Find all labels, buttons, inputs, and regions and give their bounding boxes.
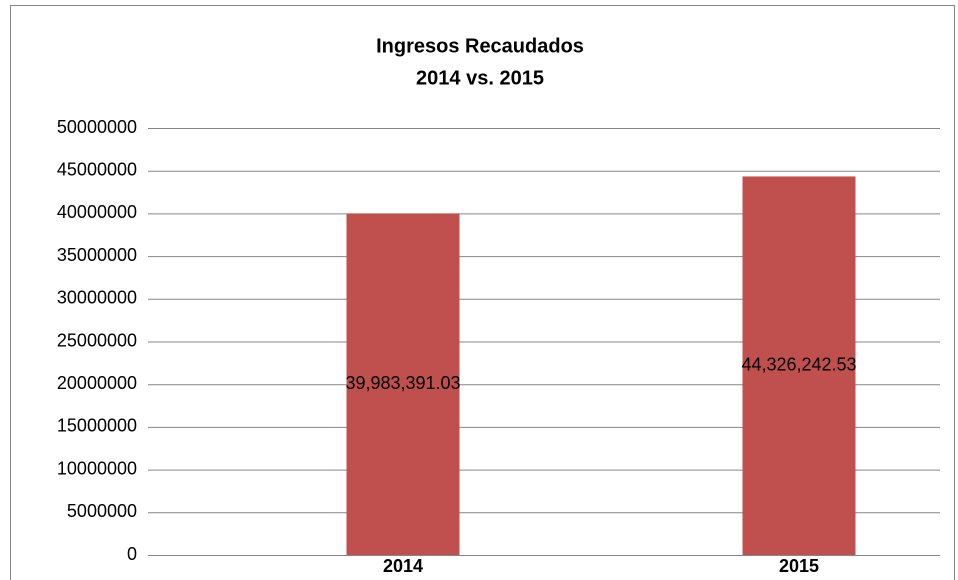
y-tick-label: 20000000 bbox=[57, 373, 137, 393]
y-tick-label: 10000000 bbox=[57, 458, 137, 478]
x-tick-label: 2014 bbox=[383, 556, 423, 576]
chart-title: Ingresos Recaudados bbox=[376, 35, 584, 57]
y-tick-label: 30000000 bbox=[57, 288, 137, 308]
bar bbox=[346, 213, 460, 555]
value-label: 44,326,242.53 bbox=[741, 354, 856, 374]
chart-subtitle: 2014 vs. 2015 bbox=[416, 67, 544, 89]
value-label: 39,983,391.03 bbox=[345, 373, 460, 393]
y-tick-label: 0 bbox=[127, 544, 137, 564]
y-tick-label: 15000000 bbox=[57, 416, 137, 436]
y-tick-label: 25000000 bbox=[57, 330, 137, 350]
y-tick-label: 50000000 bbox=[57, 117, 137, 137]
y-tick-label: 45000000 bbox=[57, 159, 137, 179]
y-tick-label: 35000000 bbox=[57, 245, 137, 265]
bar bbox=[742, 176, 856, 555]
x-tick-label: 2015 bbox=[779, 556, 819, 576]
y-tick-label: 40000000 bbox=[57, 202, 137, 222]
y-tick-label: 5000000 bbox=[67, 501, 137, 521]
